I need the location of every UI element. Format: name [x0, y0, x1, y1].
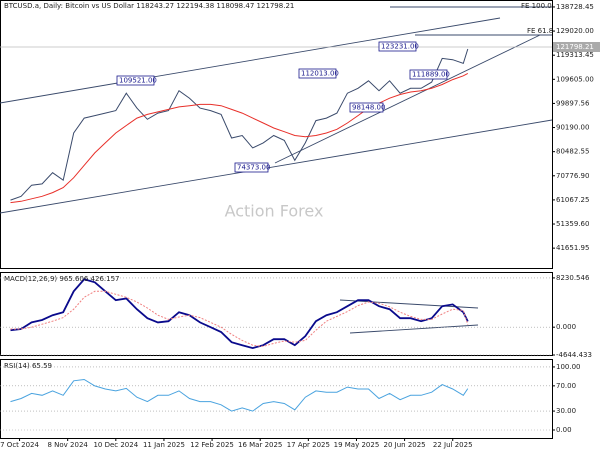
- y-tick-label: 100.00: [556, 363, 581, 371]
- rsi-title: RSI(14) 65.59: [4, 362, 52, 370]
- y-tick-label: 119313.45: [556, 51, 594, 59]
- price-pane: [0, 0, 553, 269]
- y-tick-label: 0.00: [556, 426, 572, 434]
- y-tick-label: -4644.433: [556, 351, 592, 359]
- annotation-box: [298, 68, 337, 79]
- layers: [0, 48, 552, 431]
- x-tick-label: 7 Oct 2024: [0, 441, 39, 449]
- annotation: 111889.00: [412, 71, 450, 79]
- x-tick-label: 17 Apr 2025: [287, 441, 330, 449]
- annotation-box: [349, 102, 384, 113]
- annotation: FE 61.8: [527, 27, 553, 35]
- y-tick-label: 70776.90: [556, 172, 589, 180]
- watermark: Action Forex: [225, 202, 324, 221]
- annotation-box: [234, 162, 269, 173]
- y-tick-label: 30.00: [556, 407, 576, 415]
- y-tick-label: 51359.60: [556, 220, 589, 228]
- y-tick-label: 8230.546: [556, 274, 590, 282]
- y-tick-label: 99897.56: [556, 99, 590, 107]
- series-line: [10, 48, 469, 201]
- y-tick-label: 70.00: [556, 382, 576, 390]
- annotation: 123231.00: [381, 43, 419, 51]
- last-price: 121798.21: [556, 43, 594, 51]
- x-tick-label: 20 Jun 2025: [384, 441, 426, 449]
- x-tick-label: 12 Feb 2025: [190, 441, 234, 449]
- y-tick-label: 41651.95: [556, 244, 589, 252]
- chart-title: BTCUSD.a, Daily: Bitcoin vs US Dollar 11…: [4, 2, 294, 10]
- series-line: [10, 290, 469, 347]
- rsi-pane: [0, 359, 553, 439]
- x-tick-label: 16 Mar 2025: [238, 441, 282, 449]
- macd-title: MACD(12,26,9) 965.606 426.157: [4, 275, 120, 283]
- macd-pane: [0, 272, 553, 356]
- annotation: 74373.00: [237, 164, 270, 172]
- y-tick-label: 138728.45: [556, 3, 594, 11]
- annotation-box: [378, 41, 417, 52]
- x-tick-label: 11 Jan 2025: [143, 441, 185, 449]
- annotation-box: [116, 75, 155, 86]
- series-line: [10, 72, 469, 204]
- x-tick-label: 19 May 2025: [334, 441, 380, 449]
- series-line: [10, 278, 469, 350]
- annotation: 109521.00: [119, 77, 157, 85]
- x-tick-label: 8 Nov 2024: [47, 441, 88, 449]
- annotation: 98148.00: [352, 104, 385, 112]
- trendline: [0, 119, 553, 214]
- trendline: [0, 17, 501, 104]
- y-tick-label: 129020.00: [556, 27, 594, 35]
- x-tick-label: 22 Jul 2025: [433, 441, 473, 449]
- annotation-box: [409, 69, 448, 80]
- annotation: 112013.00: [301, 70, 339, 78]
- y-tick-label: 61067.25: [556, 196, 589, 204]
- price-box: [553, 42, 600, 52]
- trendline: [349, 324, 479, 334]
- trendline: [274, 34, 541, 164]
- y-tick-label: 80482.55: [556, 148, 589, 156]
- y-tick-label: 0.000: [556, 323, 576, 331]
- y-tick-label: 90190.00: [556, 124, 589, 132]
- series-line: [10, 378, 469, 412]
- y-tick-label: 109605.00: [556, 75, 594, 83]
- x-tick-label: 10 Dec 2024: [93, 441, 138, 449]
- annotation: FE 100.0: [521, 2, 552, 10]
